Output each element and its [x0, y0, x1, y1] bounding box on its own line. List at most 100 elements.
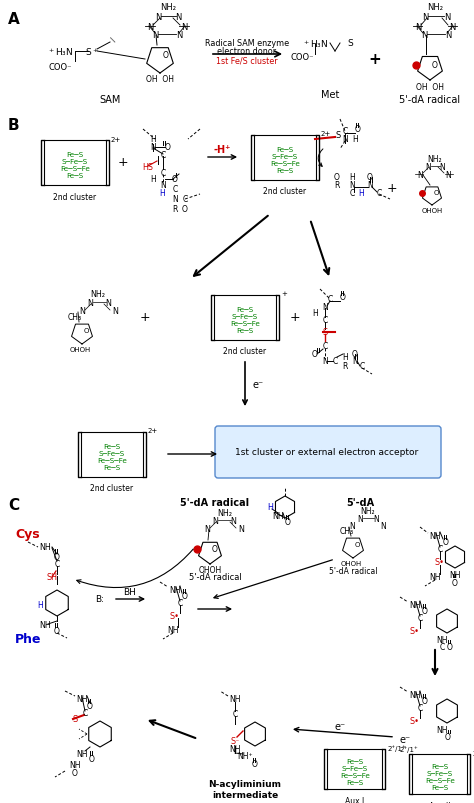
- Text: NH: NH: [436, 636, 448, 645]
- Text: Fe─S─Fe: Fe─S─Fe: [97, 458, 127, 463]
- Text: CH₃: CH₃: [340, 527, 354, 536]
- Text: OHOH: OHOH: [340, 560, 362, 566]
- Text: N: N: [79, 307, 85, 316]
- Text: NH: NH: [449, 571, 461, 580]
- Bar: [254, 136, 316, 181]
- Text: N: N: [160, 181, 166, 190]
- Text: Fe─S: Fe─S: [103, 464, 120, 471]
- Text: H: H: [150, 136, 156, 145]
- Text: C: C: [439, 642, 445, 652]
- Text: Fe─S: Fe─S: [276, 168, 293, 173]
- Text: Fe─S: Fe─S: [276, 147, 293, 153]
- Text: O: O: [432, 60, 438, 69]
- Text: +: +: [281, 291, 287, 297]
- Text: NH⁺: NH⁺: [237, 752, 253, 760]
- Text: N: N: [373, 515, 379, 524]
- Text: NH₂: NH₂: [361, 507, 375, 516]
- Text: Radical SAM enzyme: Radical SAM enzyme: [205, 39, 289, 48]
- Text: S$^+$: S$^+$: [85, 46, 99, 58]
- Text: N: N: [352, 357, 358, 366]
- Text: 2nd cluster: 2nd cluster: [264, 187, 307, 196]
- Text: OHOH: OHOH: [199, 566, 222, 575]
- Text: N: N: [342, 136, 348, 145]
- Text: N: N: [322, 357, 328, 366]
- Text: Fe─S: Fe─S: [66, 152, 83, 158]
- Text: O: O: [285, 518, 291, 527]
- Text: N: N: [204, 525, 210, 534]
- Text: N: N: [212, 517, 218, 526]
- Text: Fe─S: Fe─S: [431, 784, 448, 790]
- Text: NH: NH: [229, 744, 241, 753]
- Text: S─Fe─S: S─Fe─S: [272, 154, 298, 160]
- Text: NH: NH: [167, 626, 179, 634]
- Text: $^+$H₃N: $^+$H₃N: [302, 38, 328, 50]
- Text: N: N: [349, 181, 355, 190]
- Text: H: H: [150, 175, 156, 184]
- Text: N: N: [349, 522, 355, 531]
- FancyBboxPatch shape: [215, 426, 441, 479]
- Text: N: N: [417, 170, 423, 179]
- Text: C: C: [332, 357, 337, 366]
- Text: NH: NH: [409, 691, 421, 699]
- Text: N: N: [439, 163, 445, 173]
- Text: NH: NH: [76, 695, 88, 703]
- Text: N: N: [380, 522, 386, 531]
- Text: +: +: [290, 311, 301, 324]
- Text: N: N: [230, 517, 236, 526]
- Text: S: S: [322, 328, 328, 337]
- Text: O: O: [83, 328, 89, 333]
- Text: Fe─S: Fe─S: [237, 328, 254, 333]
- Text: NH: NH: [39, 543, 51, 552]
- Text: $^+$H₃N: $^+$H₃N: [47, 46, 73, 58]
- Text: OHOH: OHOH: [421, 208, 443, 214]
- Text: C: C: [182, 195, 188, 204]
- Text: O: O: [182, 206, 188, 214]
- Text: OH  OH: OH OH: [146, 75, 174, 84]
- Text: O: O: [445, 732, 451, 742]
- Text: NH: NH: [436, 726, 448, 735]
- Text: S•: S•: [410, 716, 420, 726]
- Text: Fe─S─Fe: Fe─S─Fe: [230, 320, 260, 327]
- Text: +: +: [118, 157, 128, 169]
- Text: 2+: 2+: [148, 428, 158, 434]
- Text: H: H: [349, 173, 355, 182]
- Text: +: +: [369, 52, 382, 67]
- Text: N: N: [367, 181, 373, 190]
- Bar: [81, 432, 143, 477]
- Text: N: N: [422, 14, 428, 22]
- Text: N: N: [112, 307, 118, 316]
- Text: Fe─S─Fe: Fe─S─Fe: [340, 772, 370, 778]
- Text: Phe: Phe: [15, 633, 42, 646]
- Text: O: O: [367, 173, 373, 182]
- Text: +: +: [140, 311, 150, 324]
- Text: N: N: [238, 525, 244, 534]
- Text: NH: NH: [39, 621, 51, 630]
- Text: Fe─S: Fe─S: [103, 443, 120, 450]
- Text: H: H: [342, 353, 348, 362]
- Text: O: O: [334, 173, 340, 182]
- Text: NH₂: NH₂: [428, 155, 442, 165]
- Text: NH: NH: [169, 585, 181, 595]
- Bar: [44, 141, 106, 185]
- Text: OHOH: OHOH: [69, 347, 91, 353]
- Text: C: C: [418, 613, 423, 622]
- Text: Aux I: Aux I: [346, 796, 365, 803]
- Text: C: C: [173, 185, 178, 194]
- Text: O: O: [452, 579, 458, 588]
- Text: O: O: [352, 350, 358, 359]
- Text: NH: NH: [76, 749, 88, 759]
- Text: Cys: Cys: [15, 528, 40, 541]
- Text: S─Fe─S: S─Fe─S: [62, 159, 88, 165]
- Bar: [328, 749, 383, 789]
- Text: B:: B:: [95, 595, 104, 604]
- Text: N-acyliminium
intermediate: N-acyliminium intermediate: [209, 780, 282, 799]
- Text: H: H: [159, 188, 165, 198]
- Text: H: H: [352, 136, 358, 145]
- Text: N: N: [147, 22, 153, 31]
- Text: S─Fe─S: S─Fe─S: [232, 314, 258, 320]
- Text: Fe─S─Fe: Fe─S─Fe: [60, 165, 90, 172]
- Text: C: C: [328, 296, 333, 304]
- Text: N: N: [449, 22, 455, 31]
- Text: S: S: [73, 715, 78, 724]
- Text: N: N: [357, 515, 363, 524]
